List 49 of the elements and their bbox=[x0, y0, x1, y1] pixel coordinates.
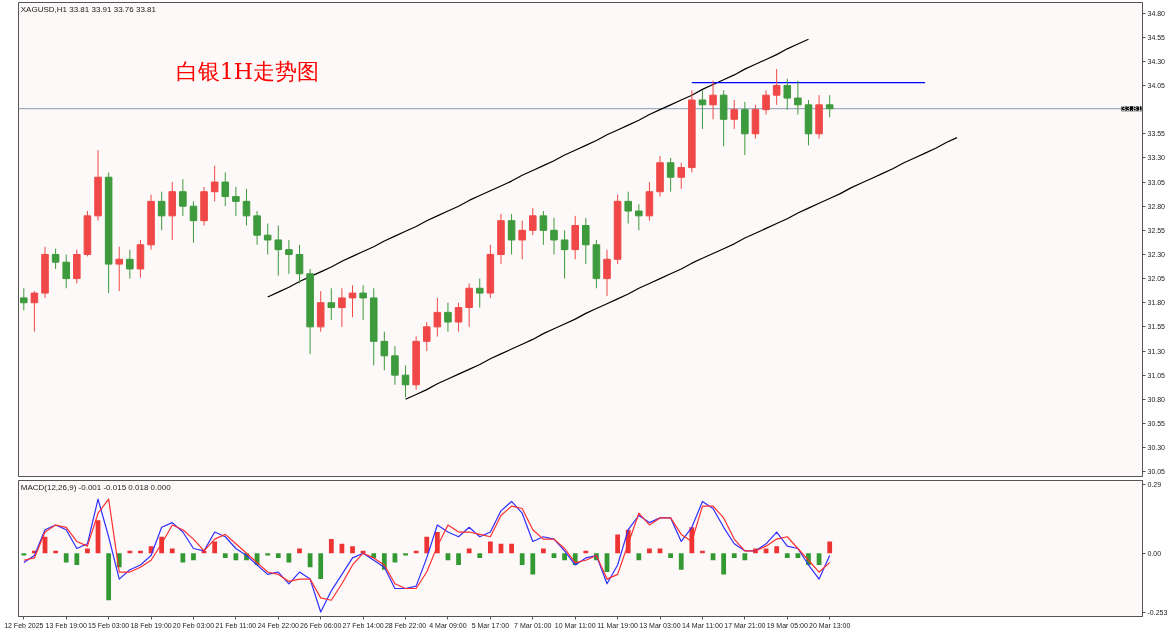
bar bbox=[530, 553, 536, 575]
bar bbox=[466, 548, 472, 554]
bar bbox=[721, 553, 727, 575]
bar bbox=[413, 550, 419, 554]
bar bbox=[647, 548, 652, 554]
bar bbox=[774, 546, 780, 554]
bar bbox=[551, 553, 557, 558]
bar bbox=[318, 553, 324, 580]
bar bbox=[350, 546, 355, 554]
bar bbox=[456, 553, 461, 565]
bar bbox=[615, 534, 620, 554]
bar bbox=[191, 553, 196, 561]
bar bbox=[265, 553, 271, 556]
bar bbox=[700, 550, 705, 554]
bar bbox=[138, 550, 143, 554]
bar bbox=[742, 553, 748, 561]
bar bbox=[636, 553, 642, 561]
bar bbox=[53, 550, 58, 554]
bar bbox=[509, 543, 514, 554]
bar bbox=[297, 548, 302, 554]
bar bbox=[21, 553, 27, 556]
bar bbox=[233, 553, 239, 561]
bar bbox=[106, 553, 112, 601]
bar bbox=[668, 553, 674, 558]
bar bbox=[519, 553, 525, 565]
bar bbox=[275, 553, 281, 558]
chart-title: MACD(12,26,9) -0.001 -0.015 0.018 0.000 bbox=[20, 483, 172, 493]
bar bbox=[169, 548, 175, 554]
bar bbox=[487, 541, 493, 554]
bar bbox=[63, 553, 69, 563]
bar bbox=[222, 553, 228, 558]
bar bbox=[541, 548, 546, 554]
bar bbox=[562, 553, 567, 561]
bar bbox=[678, 553, 684, 570]
bar bbox=[424, 536, 430, 554]
bar bbox=[127, 550, 133, 554]
bar bbox=[212, 541, 218, 554]
bar bbox=[74, 553, 80, 565]
bar bbox=[795, 553, 801, 558]
bar bbox=[403, 553, 408, 556]
bar bbox=[360, 550, 366, 554]
bar bbox=[85, 548, 90, 554]
bar bbox=[477, 553, 483, 558]
bar bbox=[583, 550, 589, 554]
bar bbox=[328, 539, 334, 554]
bar bbox=[180, 553, 186, 563]
bar bbox=[827, 541, 833, 554]
bar bbox=[784, 553, 790, 558]
bar bbox=[731, 553, 737, 558]
